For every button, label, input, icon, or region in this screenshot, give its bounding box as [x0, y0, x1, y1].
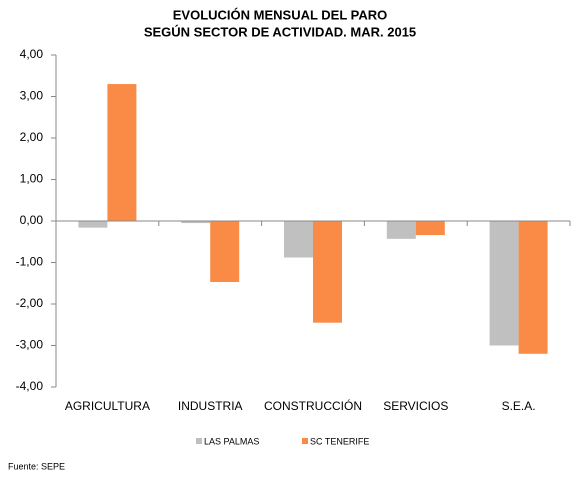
bar: [284, 221, 313, 258]
legend-label: SC TENERIFE: [310, 436, 369, 446]
bar: [78, 221, 108, 228]
y-tick-label: -3,00: [16, 338, 44, 352]
bar: [107, 84, 137, 221]
y-tick-label: -4,00: [16, 379, 44, 393]
y-tick-label: -1,00: [16, 255, 44, 269]
x-tick-label: CONSTRUCCIÓN: [264, 398, 362, 413]
x-tick-label: AGRICULTURA: [65, 399, 150, 413]
legend-swatch: [196, 438, 202, 444]
bar: [210, 221, 240, 283]
bar: [313, 221, 342, 323]
x-tick-label: INDUSTRIA: [178, 399, 243, 413]
bar: [181, 221, 211, 224]
y-tick-label: -2,00: [16, 296, 44, 310]
x-tick-label: SERVICIOS: [383, 399, 448, 413]
chart-title: EVOLUCIÓN MENSUAL DEL PARO: [173, 7, 388, 22]
legend-label: LAS PALMAS: [204, 436, 259, 446]
y-tick-label: 4,00: [20, 47, 44, 61]
source: Fuente: SEPE: [8, 461, 65, 471]
chart-subtitle: SEGÚN SECTOR DE ACTIVIDAD. MAR. 2015: [144, 24, 416, 39]
y-tick-label: 0,00: [20, 213, 44, 227]
legend-swatch: [302, 438, 308, 444]
bar: [386, 221, 416, 239]
bar: [518, 221, 548, 354]
y-tick-label: 3,00: [20, 89, 44, 103]
bar: [489, 221, 519, 346]
x-tick-label: S.E.A.: [502, 399, 536, 413]
y-tick-label: 2,00: [20, 130, 44, 144]
y-tick-label: 1,00: [20, 172, 44, 186]
bar: [415, 221, 445, 236]
